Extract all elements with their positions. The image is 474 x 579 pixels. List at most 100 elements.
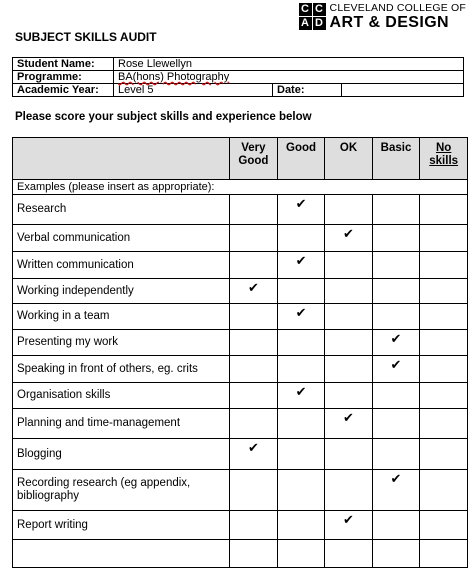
rating-cell-good[interactable]: ✔ <box>276 382 326 409</box>
rating-cell-good[interactable] <box>276 408 326 439</box>
rating-cell-good[interactable] <box>276 469 326 511</box>
rating-cell-ok[interactable] <box>324 303 373 330</box>
tick-icon: ✔ <box>295 384 307 399</box>
tick-icon: ✔ <box>247 280 259 295</box>
rating-cell-very-good[interactable]: ✔ <box>229 278 278 304</box>
programme-label: Programme: <box>12 70 114 84</box>
rating-cell-ok[interactable] <box>324 438 373 470</box>
rating-cell-ok[interactable]: ✔ <box>324 408 373 439</box>
rating-cell-basic[interactable] <box>371 510 421 540</box>
column-header-good: Good <box>276 137 326 180</box>
rating-cell-very-good[interactable] <box>229 382 278 409</box>
rating-cell-no-skills[interactable] <box>419 438 468 470</box>
rating-cell-ok[interactable]: ✔ <box>324 510 373 540</box>
tick-icon: ✔ <box>390 357 402 372</box>
rating-cell-very-good[interactable]: ✔ <box>229 438 278 470</box>
rating-cell-very-good[interactable] <box>229 510 278 540</box>
rating-cell-very-good[interactable] <box>229 408 278 439</box>
tick-icon: ✔ <box>390 471 402 486</box>
academic-year-label: Academic Year: <box>12 83 114 97</box>
rating-cell-good[interactable]: ✔ <box>276 194 326 225</box>
logo-letter: C <box>298 3 312 16</box>
academic-year-field[interactable]: Level 5 <box>113 83 273 97</box>
rating-cell-basic[interactable] <box>371 278 421 304</box>
rating-cell-basic[interactable] <box>371 408 421 439</box>
rating-cell-ok[interactable] <box>324 194 373 225</box>
student-name-label: Student Name: <box>12 57 114 71</box>
rating-cell-very-good[interactable] <box>229 329 278 356</box>
rating-cell-good[interactable]: ✔ <box>276 251 326 279</box>
rating-cell-basic[interactable] <box>371 438 421 470</box>
rating-cell-very-good[interactable] <box>229 539 278 568</box>
student-name-field[interactable]: Rose Llewellyn <box>113 57 464 71</box>
rating-cell-no-skills[interactable] <box>419 329 468 356</box>
rating-cell-good[interactable] <box>276 355 326 383</box>
skill-row: Recording research (eg appendix, bibliog… <box>11 469 468 511</box>
rating-cell-ok[interactable] <box>324 278 373 304</box>
rating-cell-no-skills[interactable] <box>419 408 468 439</box>
rating-cell-basic[interactable] <box>371 539 421 568</box>
rating-cell-ok[interactable] <box>324 329 373 356</box>
skill-name: Working independently <box>11 278 231 304</box>
rating-cell-good[interactable] <box>276 278 326 304</box>
rating-cell-very-good[interactable] <box>229 251 278 279</box>
skill-row: Working in a team ✔ <box>11 303 468 330</box>
skill-name: Presenting my work <box>11 329 231 356</box>
skill-name: Working in a team <box>11 303 231 330</box>
rating-cell-basic[interactable] <box>371 251 421 279</box>
skill-name: Recording research (eg appendix, bibliog… <box>11 469 231 511</box>
rating-cell-basic[interactable]: ✔ <box>371 329 421 356</box>
logo-subtitle: ART & DESIGN <box>329 14 450 31</box>
rating-cell-no-skills[interactable] <box>419 251 468 279</box>
rating-cell-basic[interactable]: ✔ <box>371 469 421 511</box>
rating-cell-no-skills[interactable] <box>419 539 468 568</box>
rating-cell-good[interactable] <box>276 329 326 356</box>
rating-cell-very-good[interactable] <box>229 355 278 383</box>
rating-cell-good[interactable] <box>276 438 326 470</box>
rating-cell-ok[interactable] <box>324 539 373 568</box>
rating-cell-very-good[interactable] <box>229 303 278 330</box>
column-header-ok: OK <box>324 137 373 180</box>
logo-letter: D <box>312 17 326 30</box>
date-field[interactable] <box>341 83 464 97</box>
skill-row: Blogging ✔ <box>11 438 468 470</box>
logo-letter: C <box>312 3 326 16</box>
skill-row: Presenting my work ✔ <box>11 329 468 356</box>
rating-cell-good[interactable] <box>276 224 326 252</box>
rating-cell-no-skills[interactable] <box>419 224 468 252</box>
rating-cell-no-skills[interactable] <box>419 469 468 511</box>
rating-cell-basic[interactable] <box>371 224 421 252</box>
skill-name <box>11 539 231 568</box>
rating-cell-basic[interactable] <box>371 303 421 330</box>
rating-cell-ok[interactable]: ✔ <box>324 224 373 252</box>
rating-cell-basic[interactable] <box>371 382 421 409</box>
rating-cell-basic[interactable] <box>371 194 421 225</box>
rating-cell-good[interactable] <box>276 539 326 568</box>
skill-name: Written communication <box>11 251 231 279</box>
rating-cell-ok[interactable] <box>324 251 373 279</box>
rating-cell-ok[interactable] <box>324 355 373 383</box>
skills-header-row: Very Good Good OK Basic No skills <box>11 137 468 180</box>
rating-cell-no-skills[interactable] <box>419 278 468 304</box>
skill-row: Working independently ✔ <box>11 278 468 304</box>
rating-cell-good[interactable] <box>276 510 326 540</box>
rating-cell-no-skills[interactable] <box>419 510 468 540</box>
rating-cell-basic[interactable]: ✔ <box>371 355 421 383</box>
rating-cell-ok[interactable] <box>324 382 373 409</box>
skill-row: Written communication ✔ <box>11 251 468 279</box>
rating-cell-very-good[interactable] <box>229 469 278 511</box>
date-label: Date: <box>272 83 342 97</box>
rating-cell-very-good[interactable] <box>229 224 278 252</box>
rating-cell-no-skills[interactable] <box>419 194 468 225</box>
rating-cell-good[interactable]: ✔ <box>276 303 326 330</box>
rating-cell-no-skills[interactable] <box>419 303 468 330</box>
rating-cell-very-good[interactable] <box>229 194 278 225</box>
skill-name: Report writing <box>11 510 231 540</box>
rating-cell-no-skills[interactable] <box>419 382 468 409</box>
tick-icon: ✔ <box>295 305 307 320</box>
rating-cell-no-skills[interactable] <box>419 355 468 383</box>
programme-field[interactable]: BA(hons) Photography <box>113 70 464 84</box>
skill-column-header <box>11 137 231 180</box>
programme-row: Programme: BA(hons) Photography <box>12 70 464 84</box>
rating-cell-ok[interactable] <box>324 469 373 511</box>
